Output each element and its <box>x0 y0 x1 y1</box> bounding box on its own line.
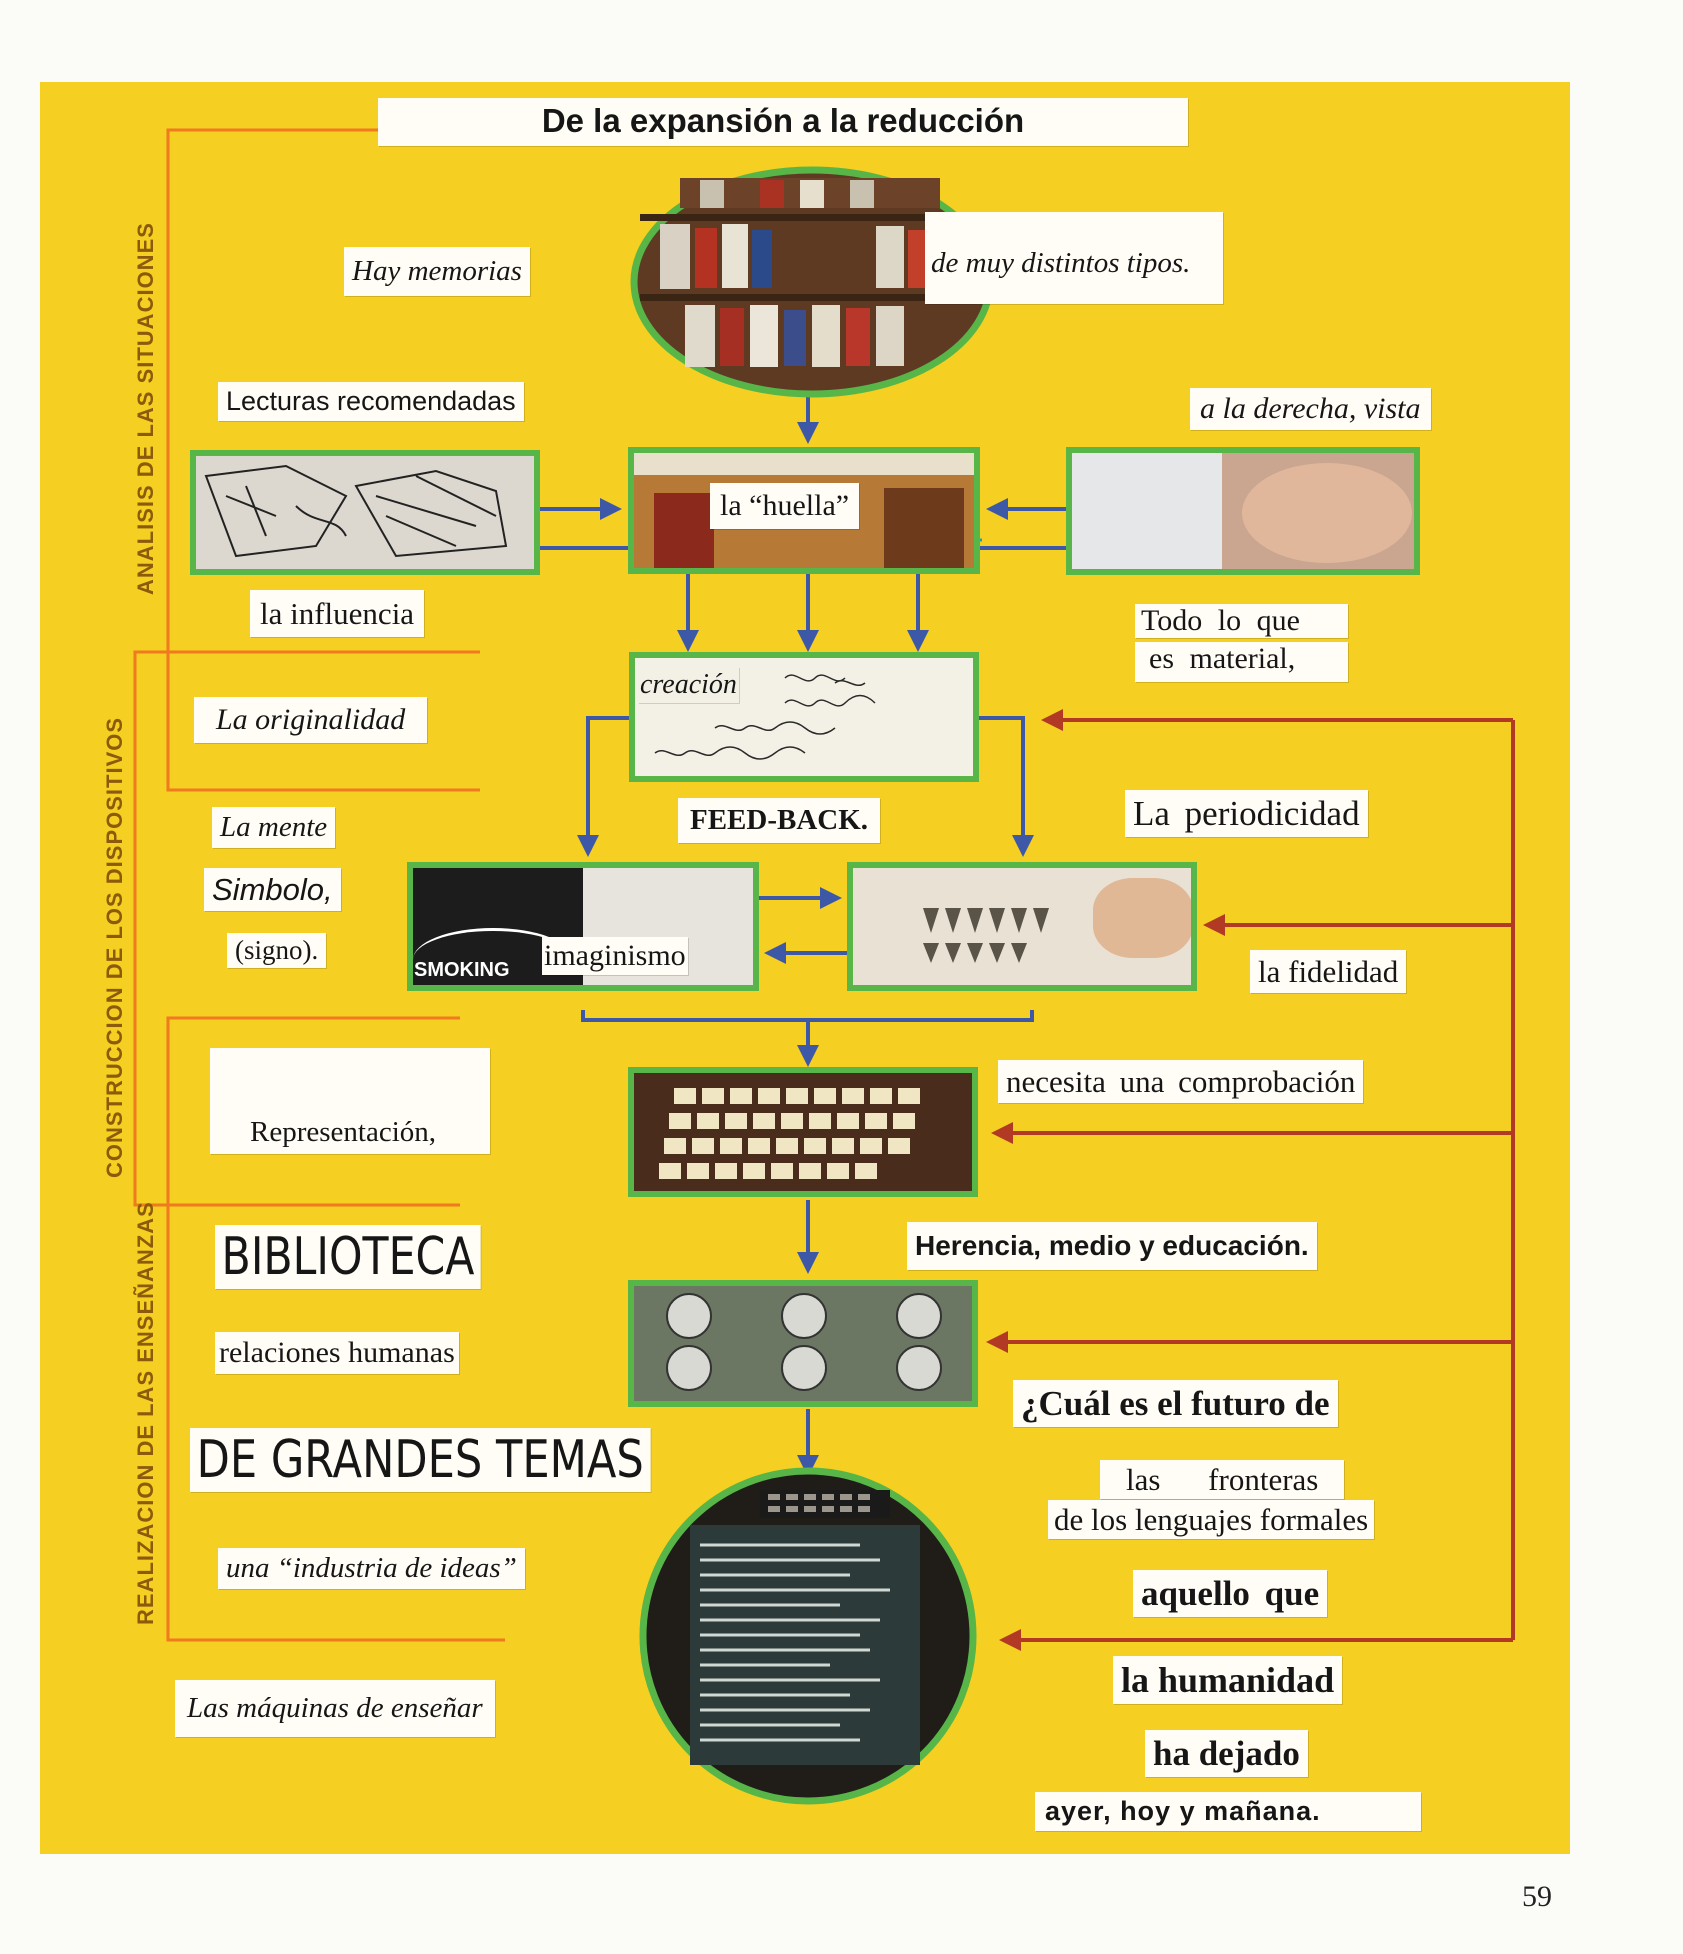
drawing-reading-man-photo <box>190 450 540 575</box>
section-label-construccion: CONSTRUCCION DE LOS DISPOSITIVOS <box>102 716 127 1178</box>
section-rules <box>133 128 505 1642</box>
label-simbolo: Simbolo, <box>204 868 341 911</box>
section-label-analisis: ANALISIS DE LAS SITUACIONES <box>133 222 158 595</box>
label-comprobacion: necesita una comprobación <box>998 1060 1364 1103</box>
label-creacion: creación <box>638 667 739 703</box>
label-ayer: ayer, hoy y mañana. <box>1035 1792 1421 1831</box>
label-lecturas: Lecturas recomendadas <box>218 382 524 421</box>
feedback-loop <box>986 709 1515 1651</box>
keyboard-photo <box>628 1067 978 1197</box>
label-mente: La mente <box>212 807 336 848</box>
label-herencia: Herencia, medio y educación. <box>907 1222 1317 1270</box>
page-number: 59 <box>1522 1880 1552 1913</box>
computer-screen-photo <box>639 1467 977 1805</box>
label-grandes-temas: DE GRANDES TEMAS <box>190 1428 651 1492</box>
tape-reels-photo <box>628 1280 978 1407</box>
label-industria: una “industria de ideas” <box>218 1548 525 1589</box>
bookshelf-photo <box>630 166 994 398</box>
label-futuro: ¿Cuál es el futuro de <box>1013 1380 1338 1427</box>
magazine-covers-photo <box>628 447 980 574</box>
label-todo-line2: es material, <box>1135 642 1348 682</box>
label-distintos-tipos: de muy distintos tipos. <box>925 212 1224 304</box>
label-aquello: aquello que <box>1133 1570 1328 1617</box>
arrowheads-book-photo <box>847 862 1197 991</box>
label-periodicidad: La periodicidad <box>1125 790 1368 837</box>
label-derecha: a la derecha, vista <box>1190 388 1431 430</box>
label-relaciones: relaciones humanas <box>215 1332 459 1374</box>
rule-analisis <box>166 128 480 792</box>
label-biblioteca: BIBLIOTECA <box>215 1225 482 1289</box>
label-representacion: Representación, <box>210 1048 490 1154</box>
label-signo: (signo). <box>227 933 327 968</box>
label-fronteras: las fronteras <box>1100 1460 1345 1499</box>
microscope-photo <box>1066 447 1420 575</box>
label-imaginismo: imaginismo <box>542 937 688 975</box>
label-huella: la “huella” <box>710 483 860 529</box>
label-todo-line1: Todo lo que <box>1135 604 1348 638</box>
label-maquinas: Las máquinas de enseñar <box>175 1680 495 1737</box>
rule-construccion <box>133 650 480 1207</box>
label-feedback: FEED-BACK. <box>678 798 881 843</box>
section-label-realizacion: REALIZACION DE LAS ENSEÑANZAS <box>133 1201 158 1625</box>
label-dejado: ha dejado <box>1145 1730 1308 1777</box>
rule-realizacion <box>166 1016 505 1642</box>
label-influencia: la influencia <box>250 590 425 637</box>
label-originalidad: La originalidad <box>194 697 428 743</box>
page-title: De la expansión a la reducción <box>378 98 1188 146</box>
label-fidelidad: la fidelidad <box>1250 950 1407 993</box>
label-humanidad: la humanidad <box>1113 1656 1343 1704</box>
label-lenguajes: de los lenguajes formales <box>1048 1500 1375 1539</box>
label-smoking: SMOKING <box>414 959 510 981</box>
label-hay-memorias: Hay memorias <box>344 247 530 296</box>
